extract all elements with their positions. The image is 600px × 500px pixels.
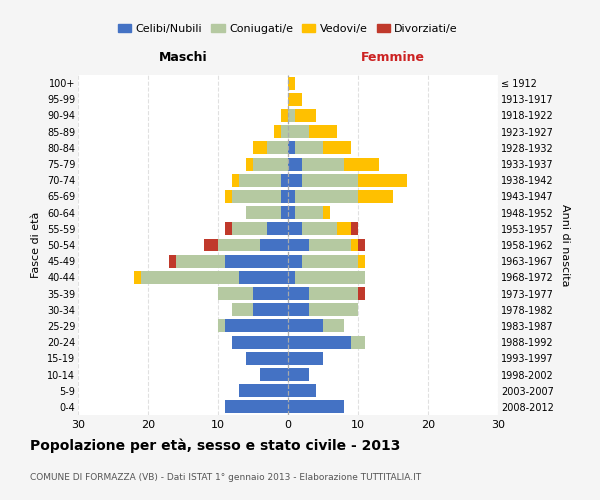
Bar xyxy=(281,109,288,122)
Bar xyxy=(288,142,295,154)
Bar xyxy=(288,109,295,122)
Bar xyxy=(288,93,302,106)
Bar xyxy=(253,304,288,316)
Bar xyxy=(323,206,330,219)
Bar xyxy=(295,109,316,122)
Bar xyxy=(281,125,288,138)
Y-axis label: Fasce di età: Fasce di età xyxy=(31,212,41,278)
Bar xyxy=(232,304,253,316)
Bar xyxy=(288,174,302,186)
Bar xyxy=(302,174,358,186)
Bar xyxy=(288,384,316,397)
Bar xyxy=(295,190,358,203)
Bar xyxy=(281,206,288,219)
Bar xyxy=(239,271,288,284)
Bar xyxy=(218,287,253,300)
Bar xyxy=(274,125,281,138)
Bar xyxy=(134,271,141,284)
Bar xyxy=(288,254,302,268)
Text: Popolazione per età, sesso e stato civile - 2013: Popolazione per età, sesso e stato civil… xyxy=(30,438,400,453)
Bar xyxy=(176,254,225,268)
Bar xyxy=(225,320,288,332)
Bar xyxy=(295,206,323,219)
Bar xyxy=(267,142,288,154)
Bar xyxy=(288,206,295,219)
Bar xyxy=(288,158,302,170)
Bar xyxy=(309,287,358,300)
Bar xyxy=(288,336,351,348)
Bar xyxy=(169,254,176,268)
Bar xyxy=(281,174,288,186)
Bar xyxy=(218,238,260,252)
Bar xyxy=(239,384,288,397)
Bar xyxy=(337,222,351,235)
Bar xyxy=(218,320,225,332)
Bar xyxy=(351,336,365,348)
Bar xyxy=(358,238,365,252)
Bar xyxy=(260,238,288,252)
Bar xyxy=(253,142,267,154)
Text: COMUNE DI FORMAZZA (VB) - Dati ISTAT 1° gennaio 2013 - Elaborazione TUTTITALIA.I: COMUNE DI FORMAZZA (VB) - Dati ISTAT 1° … xyxy=(30,473,421,482)
Bar xyxy=(232,336,288,348)
Bar xyxy=(288,190,295,203)
Bar xyxy=(323,320,344,332)
Bar xyxy=(204,238,218,252)
Bar xyxy=(323,142,351,154)
Bar xyxy=(260,368,288,381)
Bar xyxy=(288,76,295,90)
Bar xyxy=(246,206,281,219)
Bar xyxy=(225,222,232,235)
Bar xyxy=(358,254,365,268)
Bar xyxy=(141,271,239,284)
Bar xyxy=(288,320,323,332)
Bar xyxy=(225,400,288,413)
Bar xyxy=(288,271,295,284)
Bar xyxy=(239,174,281,186)
Bar xyxy=(358,287,365,300)
Bar xyxy=(288,287,309,300)
Bar xyxy=(288,222,302,235)
Bar xyxy=(288,125,309,138)
Bar xyxy=(295,271,365,284)
Bar xyxy=(309,304,358,316)
Bar xyxy=(267,222,288,235)
Bar xyxy=(351,222,358,235)
Bar xyxy=(351,238,358,252)
Text: Femmine: Femmine xyxy=(361,50,425,64)
Bar xyxy=(288,304,309,316)
Bar xyxy=(253,158,288,170)
Bar xyxy=(309,125,337,138)
Y-axis label: Anni di nascita: Anni di nascita xyxy=(560,204,571,286)
Bar xyxy=(302,254,358,268)
Bar xyxy=(309,238,351,252)
Bar xyxy=(288,238,309,252)
Bar xyxy=(253,287,288,300)
Bar xyxy=(246,352,288,365)
Bar xyxy=(344,158,379,170)
Bar xyxy=(246,158,253,170)
Bar xyxy=(302,222,337,235)
Bar xyxy=(232,190,281,203)
Bar xyxy=(232,174,239,186)
Bar xyxy=(225,254,288,268)
Text: Maschi: Maschi xyxy=(158,50,208,64)
Legend: Celibi/Nubili, Coniugati/e, Vedovi/e, Divorziati/e: Celibi/Nubili, Coniugati/e, Vedovi/e, Di… xyxy=(113,20,463,38)
Bar xyxy=(288,368,309,381)
Bar xyxy=(288,400,344,413)
Bar xyxy=(225,190,232,203)
Bar xyxy=(281,190,288,203)
Bar xyxy=(288,352,323,365)
Bar xyxy=(358,190,393,203)
Bar xyxy=(302,158,344,170)
Bar xyxy=(358,174,407,186)
Bar xyxy=(295,142,323,154)
Bar xyxy=(232,222,267,235)
